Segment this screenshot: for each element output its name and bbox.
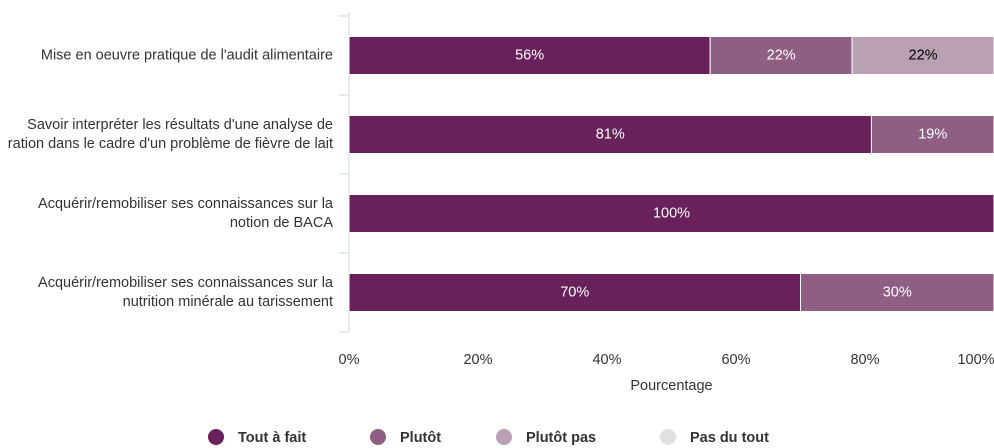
legend-marker	[496, 429, 512, 445]
category-label: Mise en oeuvre pratique de l'audit alime…	[40, 47, 333, 63]
data-label: 22%	[909, 47, 938, 63]
category-label: Savoir interpréter les résultats d'une a…	[7, 116, 333, 152]
bar-segment	[348, 194, 994, 233]
category-label: Acquérir/remobiliser ses connaissances s…	[38, 195, 333, 231]
x-tick-label: 80%	[850, 352, 879, 368]
bar-segment	[800, 273, 994, 312]
legend-label: Pas du tout	[690, 430, 769, 446]
bar-segment	[709, 36, 853, 75]
bar-segment	[870, 115, 994, 154]
bar-segment	[851, 36, 994, 75]
data-label: 70%	[560, 284, 589, 300]
bar-segment	[348, 36, 711, 75]
bar-segment	[348, 273, 801, 312]
bar-segment	[348, 115, 872, 154]
x-tick-label: 40%	[592, 352, 621, 368]
legend-label: Tout à fait	[238, 430, 306, 446]
data-label: 56%	[515, 47, 544, 63]
data-label: 30%	[883, 284, 912, 300]
legend-marker	[660, 429, 676, 445]
legend-marker	[208, 429, 224, 445]
legend-marker	[370, 429, 386, 445]
x-tick-label: 100%	[957, 352, 994, 368]
data-label: 100%	[653, 205, 690, 221]
data-label: 81%	[596, 126, 625, 142]
data-label: 19%	[918, 126, 947, 142]
x-axis-title: Pourcentage	[630, 378, 712, 394]
category-label: Acquérir/remobiliser ses connaissances s…	[38, 274, 333, 310]
data-label: 22%	[767, 47, 796, 63]
legend-label: Plutôt	[400, 430, 441, 446]
x-tick-label: 60%	[721, 352, 750, 368]
x-tick-label: 0%	[339, 352, 360, 368]
x-tick-label: 20%	[463, 352, 492, 368]
legend-label: Plutôt pas	[526, 430, 596, 446]
